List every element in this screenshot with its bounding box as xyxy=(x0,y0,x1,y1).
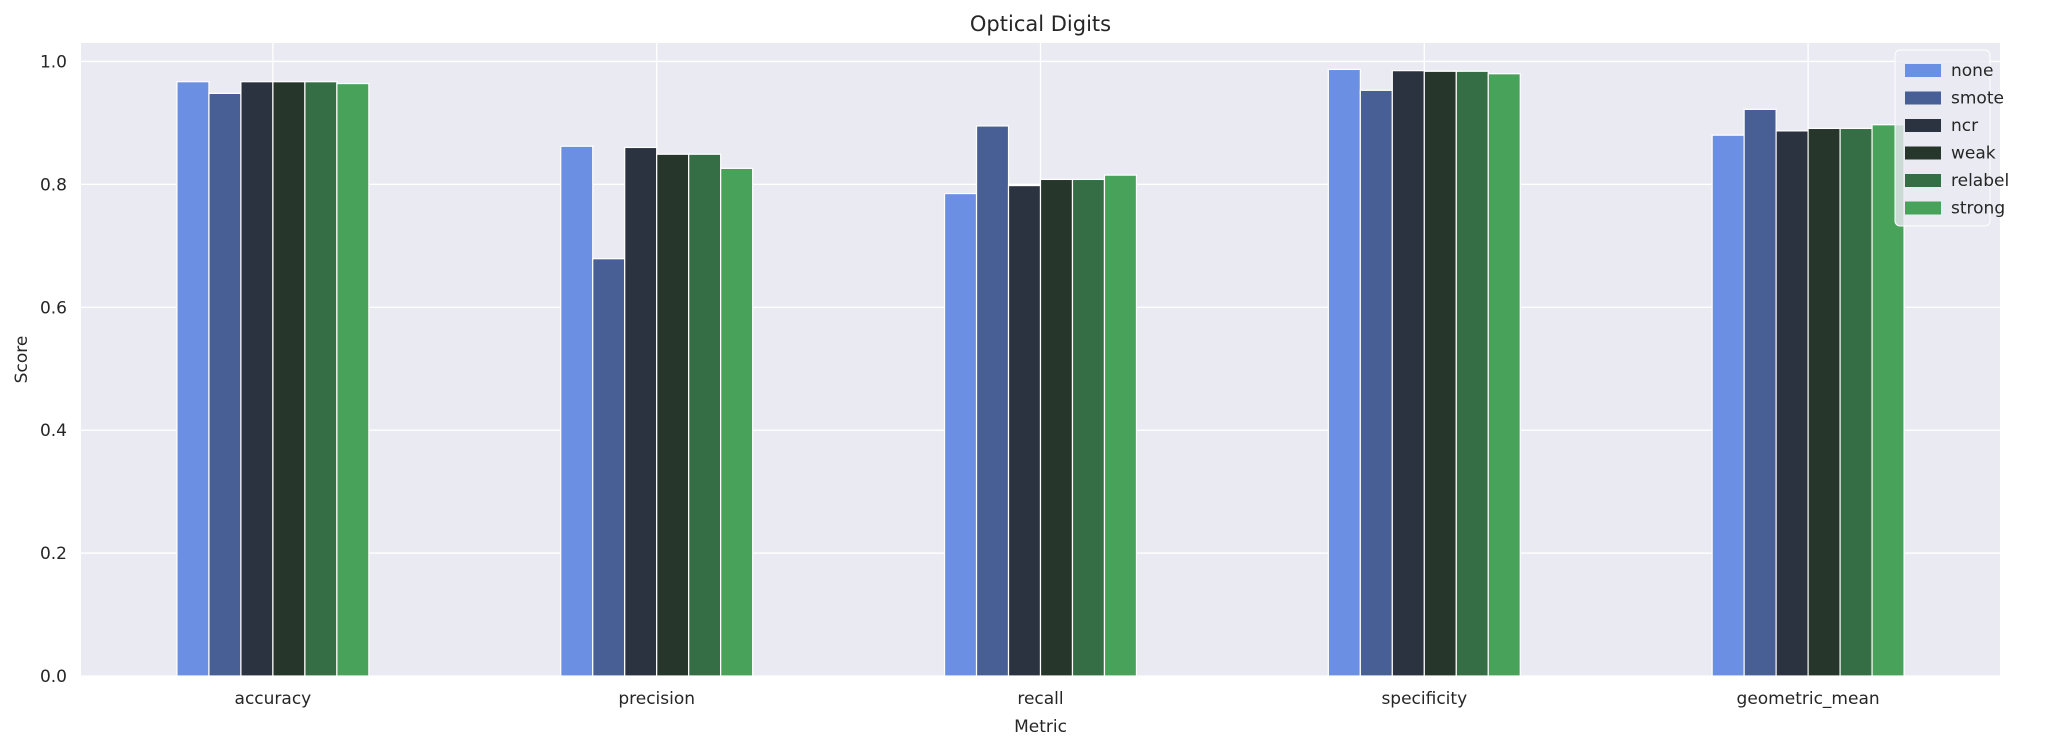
bar-relabel-precision xyxy=(688,153,722,677)
bar-relabel-geometric_mean xyxy=(1839,127,1873,677)
x-axis-label: Metric xyxy=(1014,717,1067,737)
legend-label-ncr: ncr xyxy=(1951,116,1978,136)
bar-ncr-geometric_mean xyxy=(1775,130,1809,677)
legend-swatch-weak xyxy=(1905,146,1941,160)
legend-swatch-relabel xyxy=(1905,174,1941,187)
bar-none-accuracy xyxy=(176,81,210,677)
legend-swatch-none xyxy=(1905,64,1941,77)
bar-weak-precision xyxy=(656,153,690,677)
y-axis-label: Score xyxy=(12,336,32,384)
bar-relabel-recall xyxy=(1071,178,1106,677)
bar-ncr-accuracy xyxy=(240,81,274,677)
bar-none-precision xyxy=(560,145,594,677)
bar-smote-accuracy xyxy=(208,92,242,677)
bar-strong-precision xyxy=(720,167,754,677)
legend-label-relabel: relabel xyxy=(1951,171,2009,191)
legend: none smote ncr weak relabel strong xyxy=(1894,49,2009,227)
bar-ncr-recall xyxy=(1007,184,1042,677)
bar-none-specificity xyxy=(1327,68,1361,677)
y-tick-label: 0.2 xyxy=(40,544,67,564)
bar-none-geometric_mean xyxy=(1711,134,1745,677)
bar-strong-specificity xyxy=(1487,73,1521,677)
legend-label-weak: weak xyxy=(1951,144,1996,164)
legend-label-smote: smote xyxy=(1951,89,2004,109)
x-tick-label: precision xyxy=(618,689,695,709)
x-tick-label: specificity xyxy=(1381,689,1467,709)
bar-smote-recall xyxy=(975,125,1010,677)
x-tick-label: accuracy xyxy=(235,689,312,709)
legend-swatch-strong xyxy=(1905,201,1941,215)
bar-smote-precision xyxy=(592,258,626,677)
y-tick-label: 1.0 xyxy=(40,52,67,72)
bar-strong-accuracy xyxy=(336,82,370,677)
y-axis-ticks: 0.0 0.2 0.4 0.6 0.8 1.0 xyxy=(40,52,67,687)
x-axis-ticks: accuracy precision recall specificity geomet… xyxy=(235,689,1880,709)
x-tick-label: geometric_mean xyxy=(1737,689,1880,709)
x-tick-label: recall xyxy=(1017,689,1063,709)
bar-strong-recall xyxy=(1103,174,1138,677)
bar-weak-specificity xyxy=(1423,70,1457,677)
y-tick-label: 0.6 xyxy=(40,298,67,318)
bar-smote-geometric_mean xyxy=(1743,108,1777,677)
bar-weak-accuracy xyxy=(272,81,306,677)
bar-weak-geometric_mean xyxy=(1807,127,1841,677)
chart-title: Optical Digits xyxy=(970,12,1111,36)
legend-swatch-ncr xyxy=(1905,119,1941,132)
bar-relabel-specificity xyxy=(1455,70,1489,677)
legend-swatch-smote xyxy=(1905,91,1941,105)
legend-label-strong: strong xyxy=(1951,199,2005,219)
y-tick-label: 0.8 xyxy=(40,175,67,195)
bar-ncr-precision xyxy=(624,146,658,677)
y-tick-label: 0.4 xyxy=(40,421,67,441)
y-tick-label: 0.0 xyxy=(40,667,67,687)
bar-ncr-specificity xyxy=(1391,70,1425,677)
bar-relabel-accuracy xyxy=(304,81,338,677)
legend-label-none: none xyxy=(1951,61,1993,81)
bar-weak-recall xyxy=(1039,178,1074,677)
bar-smote-specificity xyxy=(1359,89,1393,677)
bars xyxy=(176,68,1905,677)
bar-none-recall xyxy=(943,192,978,677)
